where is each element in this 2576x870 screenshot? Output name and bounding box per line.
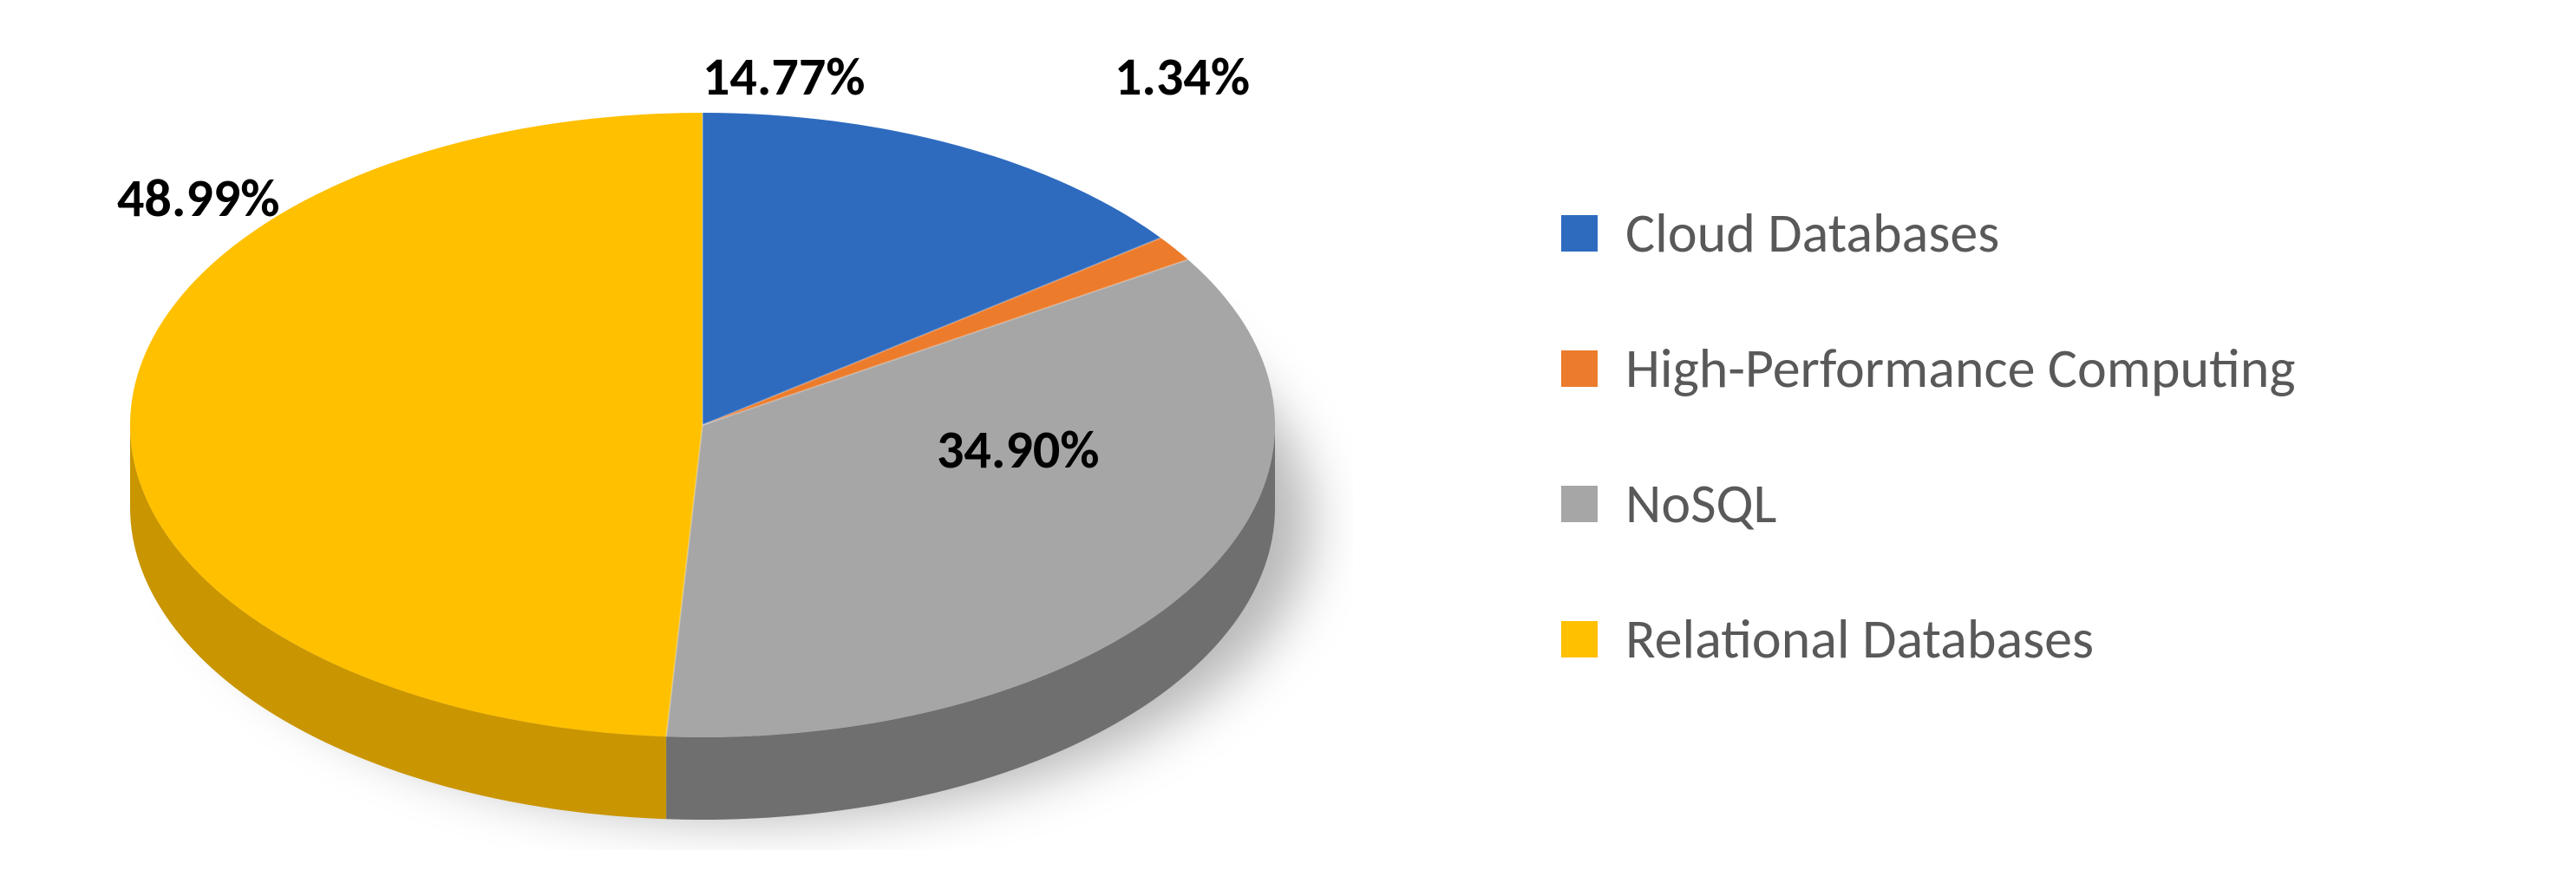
legend-label: Cloud Databases	[1625, 200, 1999, 267]
slice-label: 1.34%	[1115, 43, 1250, 109]
legend-label: Relational Databases	[1625, 605, 2094, 673]
legend-item: NoSQL	[1561, 470, 2515, 538]
pie-svg	[52, 17, 1353, 850]
legend-swatch	[1561, 350, 1598, 387]
legend-label: NoSQL	[1625, 470, 1776, 538]
slice-label: 14.77%	[703, 43, 865, 109]
pie-chart: 14.77% 1.34% 34.90% 48.99%	[52, 17, 1353, 850]
legend-swatch	[1561, 215, 1598, 252]
legend-label: High-Performance Computing	[1625, 335, 2296, 402]
legend-swatch	[1561, 621, 1598, 657]
legend-item: Cloud Databases	[1561, 200, 2515, 267]
slice-label: 34.90%	[937, 416, 1099, 482]
legend-swatch	[1561, 486, 1598, 522]
legend-item: High-Performance Computing	[1561, 335, 2515, 402]
legend-item: Relational Databases	[1561, 605, 2515, 673]
legend: Cloud Databases High-Performance Computin…	[1561, 200, 2515, 741]
slice-label: 48.99%	[117, 165, 279, 231]
